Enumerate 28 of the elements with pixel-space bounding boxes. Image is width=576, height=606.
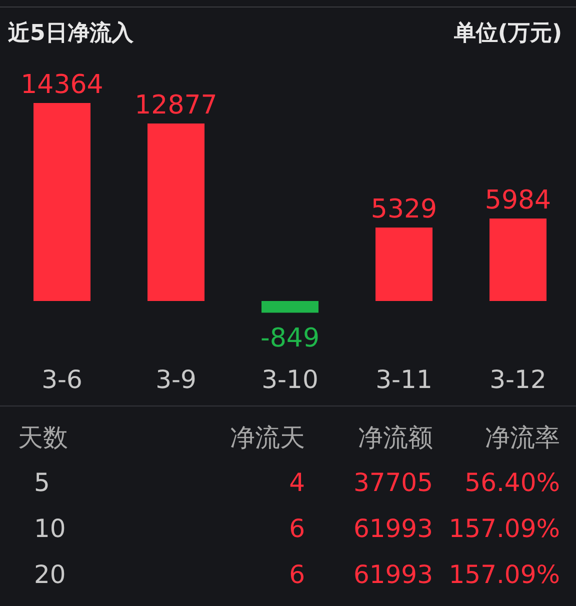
- text: 6: [289, 560, 305, 589]
- text: 4: [289, 468, 305, 497]
- text: 157.09%: [448, 514, 560, 543]
- text: 6: [289, 514, 305, 543]
- category-label: 天数: [18, 423, 68, 452]
- data-label: 12877: [134, 90, 218, 120]
- text: 20: [34, 560, 66, 589]
- x-tick-label: 3-12: [490, 365, 546, 394]
- text: 61993: [353, 514, 433, 543]
- data-label: 5984: [484, 186, 552, 216]
- data-label: 5329: [370, 194, 438, 225]
- text: 61993: [353, 560, 433, 589]
- text: 157.09%: [448, 560, 560, 589]
- chart-title: 近5日净流入: [7, 20, 134, 46]
- data-label: -849: [260, 324, 320, 354]
- text: 10: [34, 514, 66, 543]
- chart-subtitle: 单位(万元): [452, 21, 562, 46]
- x-tick-label: 3-10: [262, 365, 318, 394]
- x-tick-label: 3-9: [156, 365, 196, 394]
- text: 56.40%: [464, 468, 560, 497]
- text: 5: [34, 468, 50, 497]
- x-tick-label: 3-6: [42, 365, 82, 394]
- data-label: 14364: [20, 70, 104, 100]
- text: 37705: [353, 468, 433, 497]
- x-tick-label: 3-11: [376, 365, 432, 394]
- category-label: 净流率: [485, 423, 560, 452]
- category-label: 净流额: [358, 423, 433, 452]
- category-label: 净流天: [230, 423, 305, 452]
